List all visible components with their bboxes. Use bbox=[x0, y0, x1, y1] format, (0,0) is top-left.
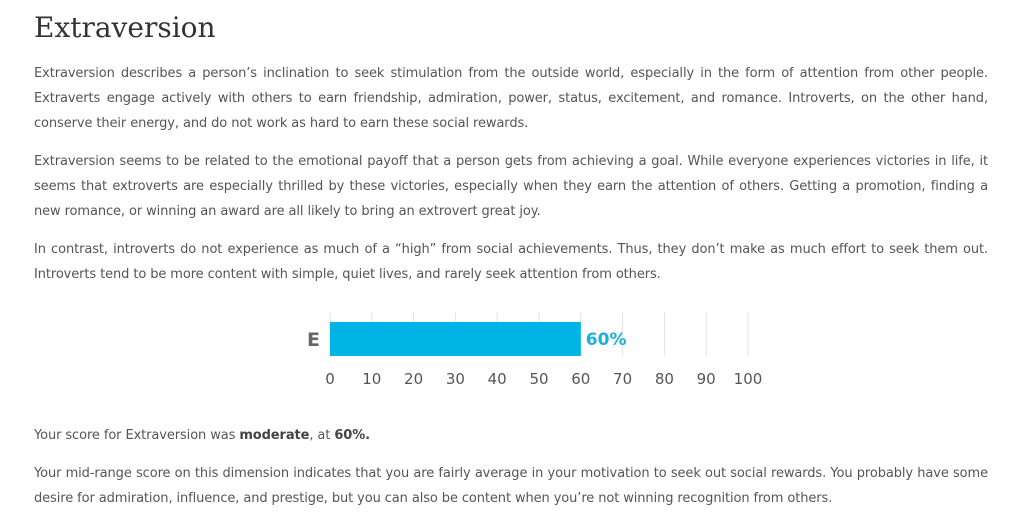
tick-label: 100 bbox=[734, 370, 763, 388]
score-level: moderate bbox=[239, 428, 310, 443]
score-prefix: Your score for Extraversion was bbox=[34, 428, 240, 443]
score-value: 60%. bbox=[334, 428, 370, 443]
data-label: 60% bbox=[586, 330, 627, 350]
tick-label: 10 bbox=[362, 370, 381, 388]
score-chart: E 60% 0 10 20 30 40 50 60 70 80 90 100 bbox=[300, 312, 780, 392]
tick-label: 60 bbox=[571, 370, 590, 388]
bar-e bbox=[330, 322, 581, 356]
paragraph-interpretation: Your mid-range score on this dimension i… bbox=[34, 466, 988, 506]
tick-label: 20 bbox=[404, 370, 423, 388]
score-chart-svg: E 60% 0 10 20 30 40 50 60 70 80 90 100 bbox=[307, 312, 763, 388]
score-mid: , at bbox=[309, 428, 335, 443]
tick-label: 90 bbox=[697, 370, 716, 388]
category-label: E bbox=[307, 329, 320, 351]
tick-label: 80 bbox=[655, 370, 674, 388]
paragraph-definition: Extraversion describes a person’s inclin… bbox=[34, 66, 988, 131]
page-title: Extraversion bbox=[34, 11, 216, 44]
tick-label: 40 bbox=[488, 370, 507, 388]
tick-label: 70 bbox=[613, 370, 632, 388]
tick-label: 30 bbox=[446, 370, 465, 388]
paragraph-emotional-payoff: Extraversion seems to be related to the … bbox=[34, 154, 988, 219]
score-summary: Your score for Extraversion was moderate… bbox=[34, 423, 988, 448]
tick-label: 50 bbox=[529, 370, 548, 388]
paragraph-introverts: In contrast, introverts do not experienc… bbox=[34, 242, 988, 282]
tick-label: 0 bbox=[325, 370, 335, 388]
